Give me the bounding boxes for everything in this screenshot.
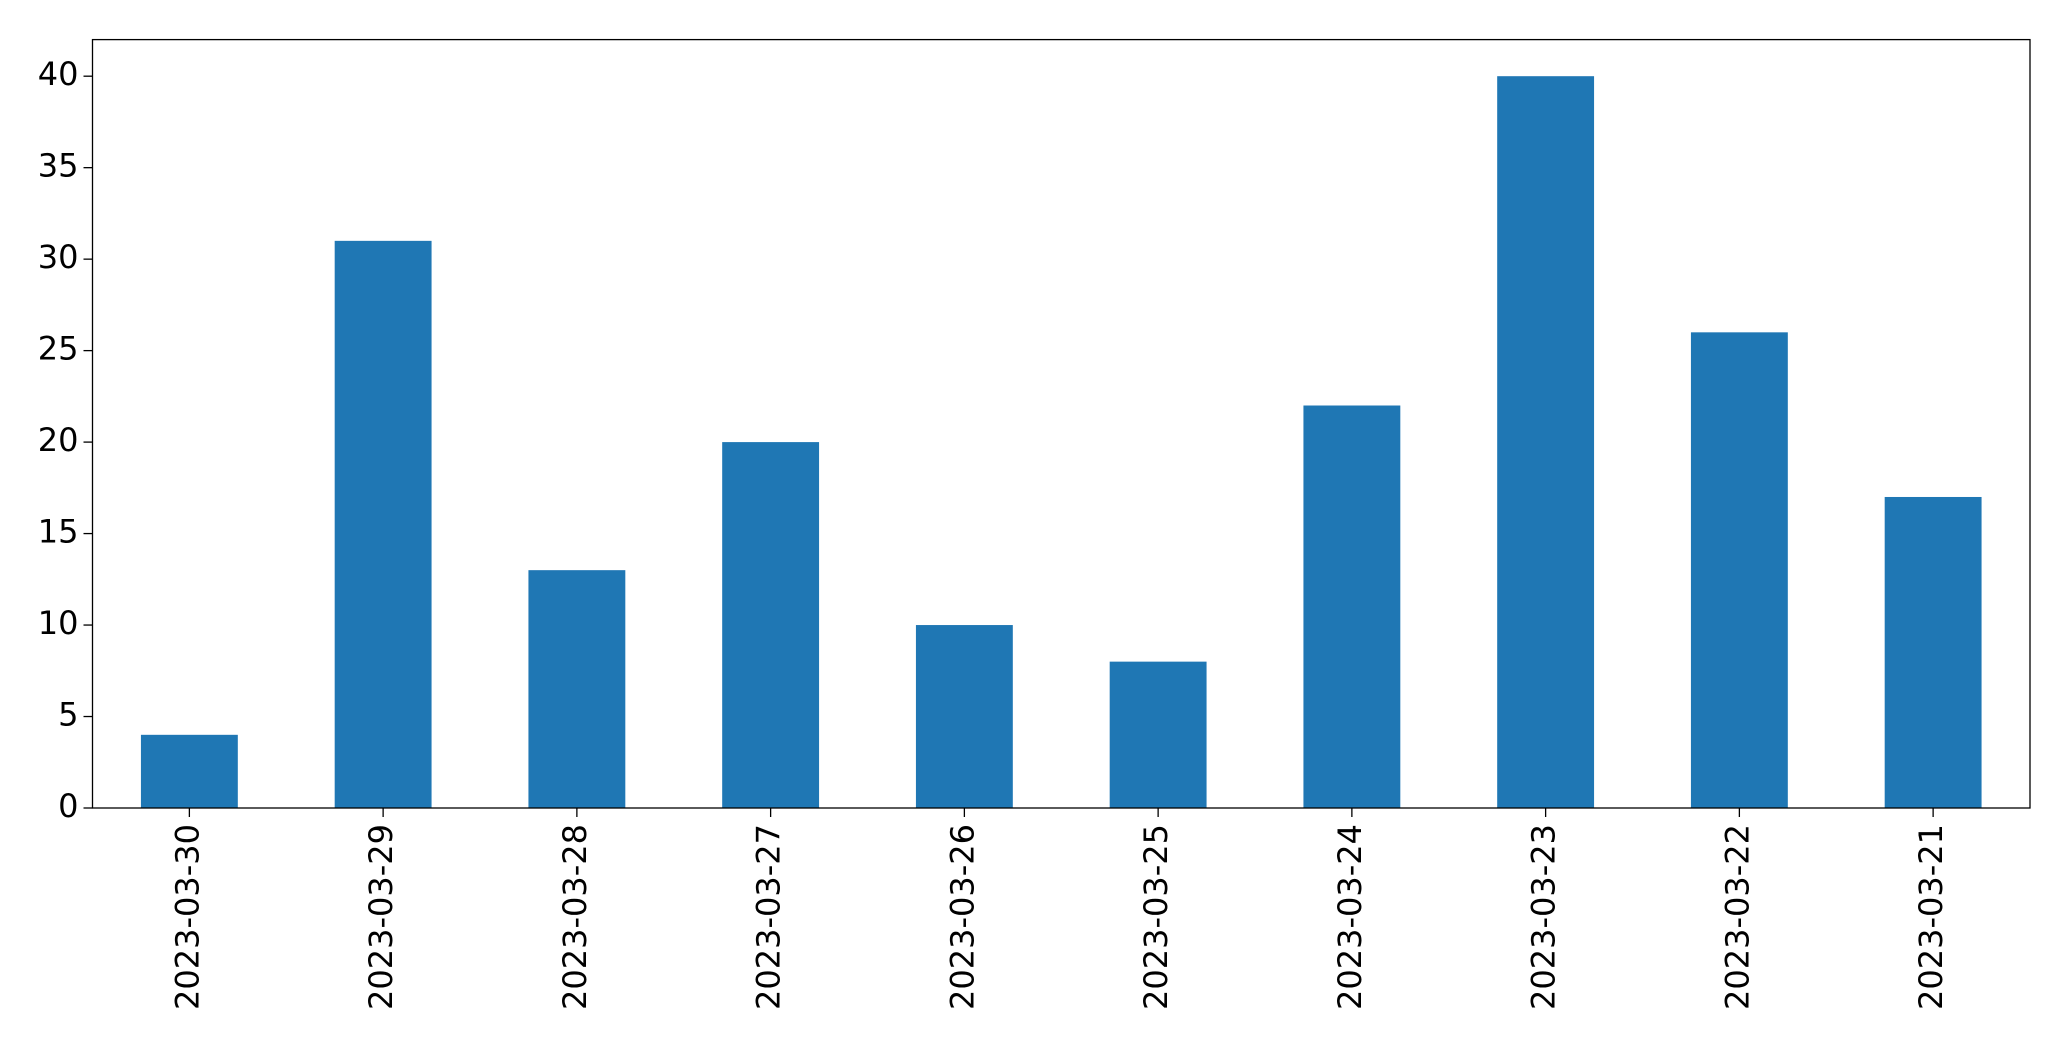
bar — [140, 734, 238, 808]
y-tick-label: 5 — [58, 696, 78, 734]
x-tick-label: 2023-03-22 — [1718, 824, 1756, 1010]
x-tick-label: 2023-03-21 — [1912, 824, 1950, 1010]
bar — [1109, 661, 1207, 808]
x-tick-label: 2023-03-23 — [1525, 824, 1563, 1010]
x-tick-label: 2023-03-30 — [168, 824, 206, 1010]
bar — [334, 240, 432, 808]
y-tick-label: 0 — [58, 787, 78, 825]
x-tick-label: 2023-03-28 — [556, 824, 594, 1010]
x-tick-label: 2023-03-29 — [362, 824, 400, 1010]
y-tick-label: 25 — [38, 330, 79, 368]
y-tick-label: 35 — [38, 147, 79, 185]
x-tick-label: 2023-03-25 — [1137, 824, 1175, 1010]
bar — [1497, 76, 1595, 808]
bar — [1884, 496, 1982, 808]
bar — [915, 625, 1013, 808]
y-tick-label: 15 — [38, 513, 79, 551]
y-tick-label: 20 — [38, 421, 79, 459]
y-tick-label: 40 — [38, 55, 79, 93]
y-tick-label: 10 — [38, 604, 79, 642]
bar — [1303, 405, 1401, 808]
x-tick-label: 2023-03-27 — [750, 824, 788, 1010]
bar — [1690, 332, 1788, 808]
axes-frame — [91, 38, 2031, 809]
bar — [722, 442, 820, 808]
bar — [528, 570, 626, 808]
y-tick-label: 30 — [38, 238, 79, 276]
x-tick-label: 2023-03-24 — [1331, 824, 1369, 1010]
x-tick-label: 2023-03-26 — [943, 824, 981, 1010]
